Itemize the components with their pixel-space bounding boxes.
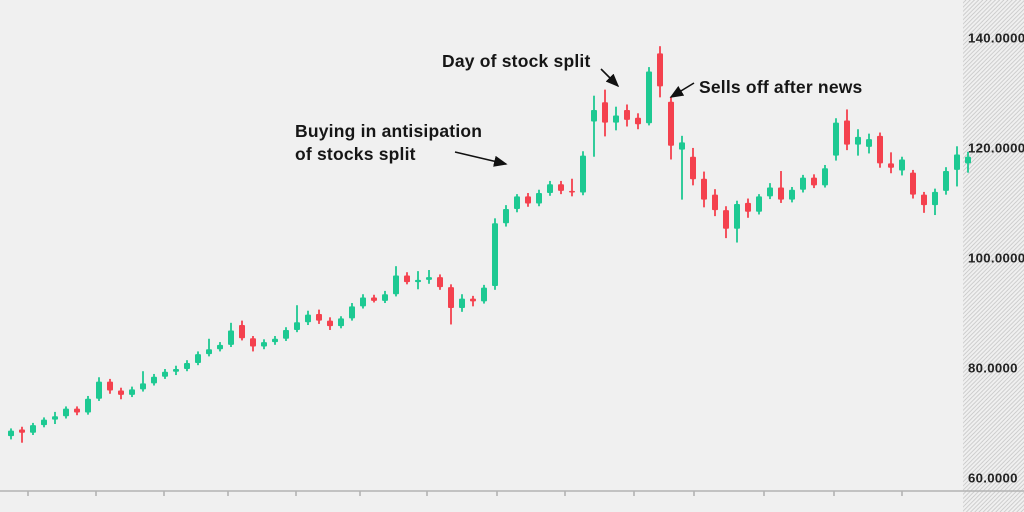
annotation-buying-line2: of stocks split (295, 144, 416, 164)
annotation-arrows (454, 68, 695, 167)
annotation-buying: Buying in antisipation of stocks split (295, 120, 482, 166)
svg-text:120.0000: 120.0000 (968, 141, 1024, 156)
svg-text:140.0000: 140.0000 (968, 31, 1024, 46)
svg-text:80.0000: 80.0000 (968, 361, 1018, 376)
svg-text:60.0000: 60.0000 (968, 471, 1018, 486)
annotation-buying-line1: Buying in antisipation (295, 121, 483, 141)
svg-text:100.0000: 100.0000 (968, 251, 1024, 266)
future-area-hatch (963, 0, 1024, 512)
annotation-split-day: Day of stock split (442, 51, 591, 71)
candles (8, 46, 971, 443)
y-axis-labels: 140.0000 120.0000 100.0000 80.0000 60.0000 (968, 31, 1024, 486)
x-axis (0, 490, 1024, 496)
annotation-selloff: Sells off after news (699, 77, 863, 97)
